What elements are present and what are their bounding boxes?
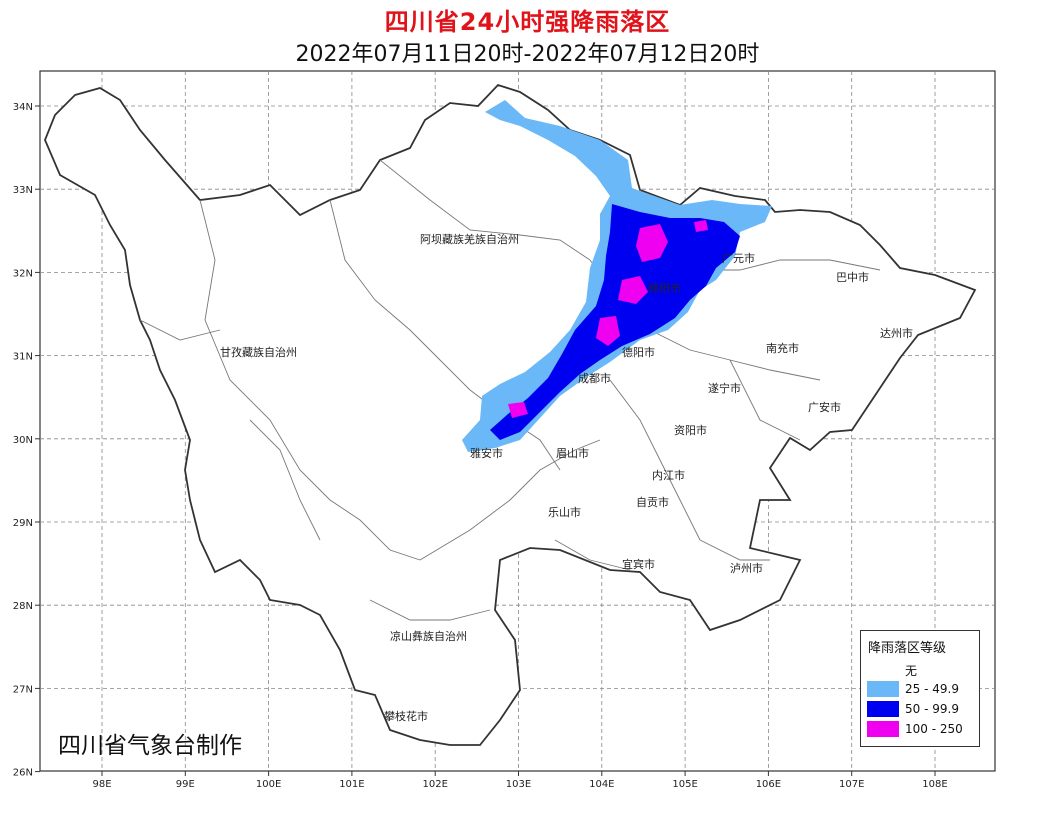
region-label: 绵阳市 bbox=[648, 281, 681, 295]
lat-tick-label: 31N bbox=[13, 352, 33, 363]
legend-title: 降雨落区等级 bbox=[868, 641, 947, 656]
legend-label: 25 - 49.9 bbox=[905, 682, 959, 696]
lat-tick-label: 29N bbox=[13, 518, 33, 529]
lat-tick-label: 33N bbox=[13, 185, 33, 196]
lon-tick-label: 98E bbox=[92, 779, 111, 790]
region-label: 泸州市 bbox=[730, 561, 763, 575]
region-label: 雅安市 bbox=[470, 446, 503, 460]
legend-swatch bbox=[867, 701, 899, 717]
lon-tick-label: 100E bbox=[256, 779, 281, 790]
region-label: 自贡市 bbox=[636, 495, 669, 509]
region-label: 乐山市 bbox=[548, 505, 581, 519]
legend-swatch bbox=[867, 721, 899, 737]
legend: 降雨落区等级 无 25 - 49.9 50 - 99.9 100 - 250 bbox=[860, 630, 980, 747]
map-subtitle: 2022年07月11日20时-2022年07月12日20时 bbox=[295, 42, 760, 67]
region-label: 德阳市 bbox=[622, 345, 655, 359]
legend-swatch bbox=[867, 661, 899, 677]
lon-tick-label: 102E bbox=[422, 779, 447, 790]
lon-tick-label: 108E bbox=[922, 779, 947, 790]
region-label: 遂宁市 bbox=[708, 381, 741, 395]
region-label: 凉山彝族自治州 bbox=[390, 629, 467, 643]
lon-tick-label: 99E bbox=[176, 779, 195, 790]
prefecture-boundaries bbox=[139, 159, 881, 621]
rainfall-bands bbox=[462, 100, 772, 452]
legend-item: 无 bbox=[867, 661, 977, 678]
region-label: 眉山市 bbox=[556, 446, 589, 460]
region-label: 宜宾市 bbox=[622, 557, 655, 571]
region-label: 甘孜藏族自治州 bbox=[220, 345, 297, 359]
legend-label: 50 - 99.9 bbox=[905, 702, 959, 716]
region-label: 攀枝花市 bbox=[384, 709, 428, 723]
lon-tick-label: 106E bbox=[756, 779, 781, 790]
lon-tick-label: 101E bbox=[339, 779, 364, 790]
legend-label: 100 - 250 bbox=[905, 722, 963, 736]
map-title: 四川省24小时强降雨落区 bbox=[384, 8, 671, 36]
region-label: 资阳市 bbox=[674, 423, 707, 437]
region-labels: 阿坝藏族羌族自治州 甘孜藏族自治州 凉山彝族自治州 广元市 巴中市 绵阳市 达州… bbox=[220, 232, 913, 723]
axis-ticks: 98E 99E 100E 101E 102E 103E 104E 105E 106E 107E 10… bbox=[13, 102, 948, 790]
map-frame bbox=[39, 70, 996, 772]
region-label: 成都市 bbox=[578, 371, 611, 385]
lat-tick-label: 28N bbox=[13, 601, 33, 612]
rain-band-magenta-2 bbox=[618, 276, 648, 304]
rain-band-magenta-5 bbox=[694, 220, 708, 232]
region-label: 内江市 bbox=[652, 468, 685, 482]
credit-text: 四川省气象台制作 bbox=[58, 733, 242, 759]
legend-label: 无 bbox=[905, 664, 918, 678]
lat-tick-label: 32N bbox=[13, 268, 33, 279]
rain-band-magenta-1 bbox=[636, 224, 668, 262]
legend-swatch bbox=[867, 681, 899, 697]
region-label: 阿坝藏族羌族自治州 bbox=[420, 232, 519, 246]
lon-tick-label: 105E bbox=[672, 779, 697, 790]
region-label: 广元市 bbox=[722, 251, 755, 265]
lon-tick-label: 104E bbox=[589, 779, 614, 790]
region-label: 南充市 bbox=[766, 341, 799, 355]
legend-item: 25 - 49.9 bbox=[867, 681, 977, 697]
lon-tick-label: 103E bbox=[506, 779, 531, 790]
region-label: 达州市 bbox=[880, 326, 913, 340]
lat-tick-label: 26N bbox=[13, 768, 33, 779]
lat-tick-label: 27N bbox=[13, 684, 33, 695]
rain-band-magenta-3 bbox=[596, 316, 620, 346]
legend-item: 50 - 99.9 bbox=[867, 701, 977, 717]
lat-tick-label: 30N bbox=[13, 435, 33, 446]
region-label: 巴中市 bbox=[836, 270, 869, 284]
region-label: 广安市 bbox=[808, 400, 841, 414]
lon-tick-label: 107E bbox=[839, 779, 864, 790]
rain-band-magenta-4 bbox=[508, 402, 528, 418]
lat-tick-label: 34N bbox=[13, 102, 33, 113]
legend-item: 100 - 250 bbox=[867, 721, 977, 737]
